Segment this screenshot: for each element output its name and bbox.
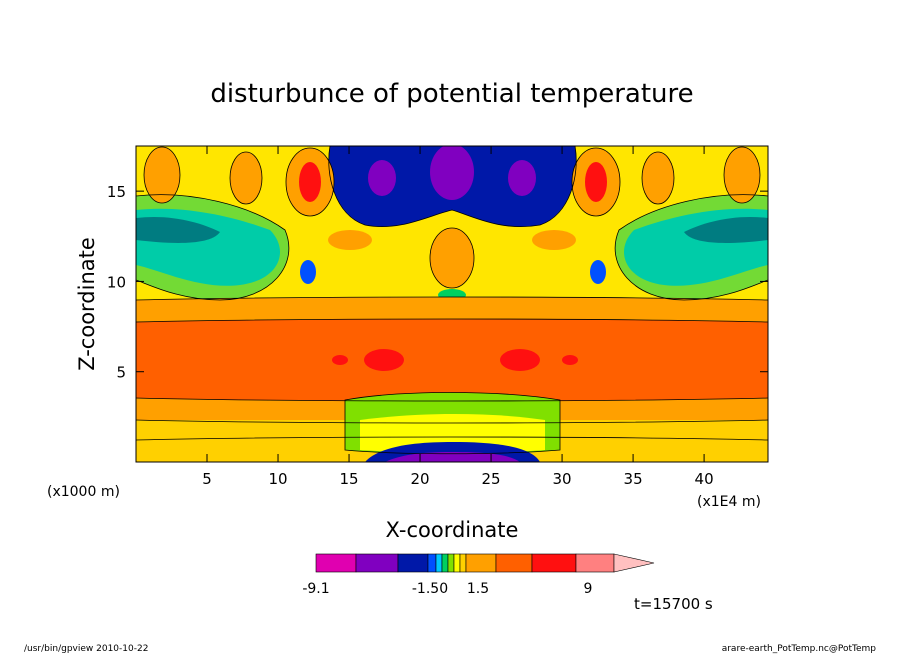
x-unit-left: (x1000 m) [47, 484, 120, 500]
colorbar-segment [495, 553, 533, 573]
x-tick-label: 35 [624, 470, 643, 488]
field-red-dot-right [562, 355, 578, 365]
field-bottom-purple [385, 452, 520, 462]
y-ticks: 5 10 15 [107, 183, 768, 382]
x-tick-label: 10 [268, 470, 287, 488]
plot-area: 5 10 15 20 25 30 35 40 5 10 15 [107, 145, 769, 488]
colorbar-segment [355, 553, 399, 573]
colorbar-label: -9.1 [302, 581, 329, 597]
field-top-red-2 [585, 162, 607, 202]
field-top-orange-4 [724, 147, 760, 203]
footer-right: arare-earth_PotTemp.nc@PotTemp [722, 644, 877, 654]
colorbar-label: 9 [584, 581, 593, 597]
colorbar-segment [465, 553, 497, 573]
colorbar-segment [575, 553, 615, 573]
colorbar-segment [441, 553, 449, 573]
y-tick-label: 5 [116, 364, 126, 382]
colorbar [315, 553, 655, 573]
x-tick-label: 15 [339, 470, 358, 488]
heatmap-field [136, 146, 768, 462]
field-cyan-dot-right [590, 260, 606, 284]
field-top-orange-3 [144, 147, 180, 203]
x-tick-label: 25 [482, 470, 501, 488]
x-tick-label: 20 [410, 470, 429, 488]
field-top-purple-right [508, 160, 536, 196]
y-axis-label: Z-coordinate [75, 237, 99, 371]
colorbar-segment [459, 553, 467, 573]
field-right-green [615, 194, 768, 300]
contour-lines [136, 146, 768, 455]
colorbar-segment [315, 553, 357, 573]
x-tick-label: 5 [202, 470, 212, 488]
field-cyan-dot-left [300, 260, 316, 284]
chart-title: disturbunce of potential temperature [210, 79, 693, 109]
field-top-orange-6 [642, 152, 674, 204]
colorbar-label: 1.5 [467, 581, 489, 597]
footer-left: /usr/bin/gpview 2010-10-22 [24, 644, 148, 654]
plot-frame [135, 145, 769, 463]
colorbar-segment [397, 553, 429, 573]
x-unit-right: (x1E4 m) [697, 494, 761, 510]
x-axis-label: X-coordinate [386, 518, 519, 542]
colorbar-labels: -9.1 -1.50 1.5 9 [302, 581, 592, 597]
field-mid-orange-right [532, 230, 576, 250]
field-mid-orange-left [328, 230, 372, 250]
field-left-green [136, 194, 289, 300]
y-tick-label: 15 [107, 183, 126, 201]
colorbar-segment [453, 553, 461, 573]
field-red-cell-right [500, 349, 540, 371]
y-tick-label: 10 [107, 273, 126, 291]
colorbar-segment [435, 553, 443, 573]
colorbar-segment [531, 553, 577, 573]
colorbar-extension-arrow [613, 553, 655, 573]
field-orange-band-inner [136, 319, 768, 401]
colorbar-label: -1.50 [412, 581, 448, 597]
field-red-dot-left [332, 355, 348, 365]
field-top-purple-left [368, 160, 396, 196]
field-top-orange-5 [230, 152, 262, 204]
field-lower-yellow-inner [360, 414, 545, 453]
field-mid-orange-center [430, 228, 474, 288]
field-top-purple-center [430, 146, 474, 200]
field-top-red-1 [299, 162, 321, 202]
colorbar-segment [447, 553, 455, 573]
colorbar-segment [427, 553, 437, 573]
x-ticks: 5 10 15 20 25 30 35 40 [202, 146, 714, 488]
time-annotation: t=15700 s [634, 595, 713, 613]
x-tick-label: 30 [553, 470, 572, 488]
x-tick-label: 40 [695, 470, 714, 488]
field-red-cell-left [364, 349, 404, 371]
